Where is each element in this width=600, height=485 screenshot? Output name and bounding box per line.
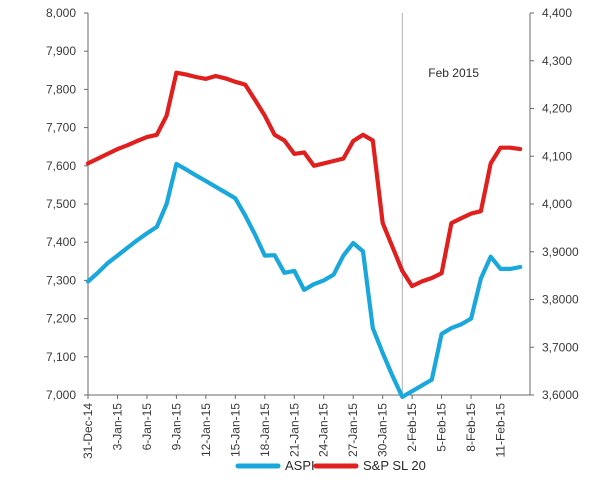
x-tick-label: 30-Jan-15 — [376, 403, 390, 457]
y-tick-label-left: 7,700 — [46, 121, 76, 135]
y-tick-label-right: 4,300 — [542, 54, 572, 68]
y-tick-label-left: 7,500 — [46, 197, 76, 211]
x-tick-label: 5-Feb-15 — [435, 403, 449, 452]
series-layer — [85, 70, 523, 399]
y-tick-label-left: 7,200 — [46, 312, 76, 326]
y-tick-label-right: 4,400 — [542, 6, 572, 20]
legend-label: S&P SL 20 — [363, 458, 426, 473]
x-tick-label: 31-Dec-14 — [81, 403, 95, 459]
y-tick-label-left: 7,400 — [46, 235, 76, 249]
y-tick-label-right: 3,6000 — [542, 388, 579, 402]
x-tick-label: 27-Jan-15 — [346, 403, 360, 457]
y-tick-label-left: 8,000 — [46, 6, 76, 20]
y-tick-label-right: 4,000 — [542, 197, 572, 211]
x-tick-label: 21-Jan-15 — [287, 403, 301, 457]
y-tick-label-right: 3,7000 — [542, 340, 579, 354]
x-tick-label: 15-Jan-15 — [228, 403, 242, 457]
axes: 7,000 7,100 7,200 7,300 7,400 7,500 7,600 7,700… — [46, 6, 579, 459]
x-tick-label: 12-Jan-15 — [199, 403, 213, 457]
annotations: Feb 2015 — [428, 66, 479, 80]
x-tick-label: 11-Feb-15 — [494, 403, 508, 458]
x-tick-label: 3-Jan-15 — [110, 403, 124, 451]
y-tick-label-right: 3,8000 — [542, 293, 579, 307]
legend-label: ASPI — [285, 458, 315, 473]
x-tick-label: 6-Jan-15 — [140, 403, 154, 451]
x-tick-label: 24-Jan-15 — [317, 403, 331, 457]
x-tick-label: 9-Jan-15 — [169, 403, 183, 451]
series-line-sp-sl20 — [85, 70, 523, 289]
x-tick-label: 2-Feb-15 — [405, 403, 419, 452]
y-tick-label-right: 4,100 — [542, 149, 572, 163]
y-tick-label-left: 7,900 — [46, 44, 76, 58]
x-tick-label: 18-Jan-15 — [258, 403, 272, 457]
y-tick-label-left: 7,800 — [46, 82, 76, 96]
annotation-label: Feb 2015 — [428, 66, 479, 80]
y-tick-label-right: 3,9000 — [542, 245, 579, 259]
y-tick-label-right: 4,200 — [542, 102, 572, 116]
series-line-aspi — [85, 161, 523, 399]
y-tick-label-left: 7,000 — [46, 388, 76, 402]
y-tick-label-left: 7,300 — [46, 273, 76, 287]
x-tick-label: 8-Feb-15 — [464, 403, 478, 452]
legend: ASPI S&P SL 20 — [235, 458, 426, 473]
y-tick-label-left: 7,600 — [46, 159, 76, 173]
y-tick-label-left: 7,100 — [46, 350, 76, 364]
